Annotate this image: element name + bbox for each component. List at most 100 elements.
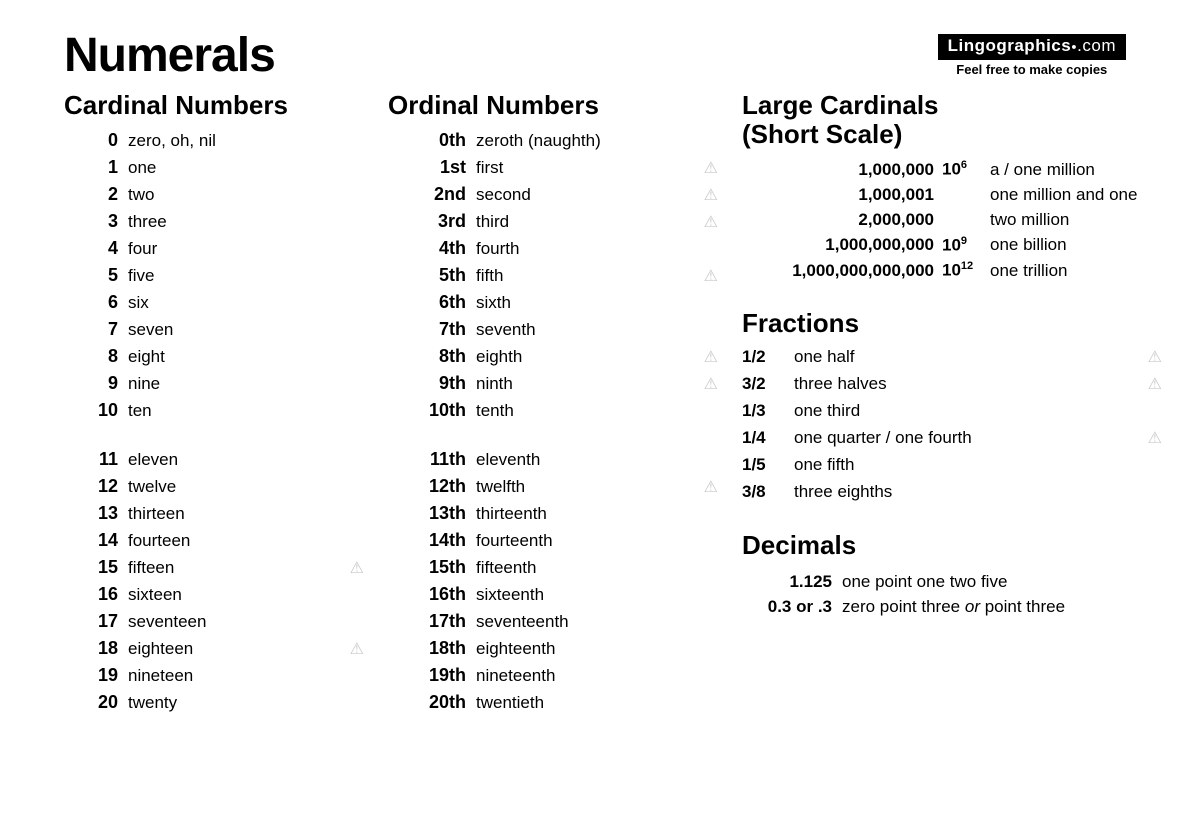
cardinal-row: 11eleven (64, 449, 364, 476)
cardinal-row: 16sixteen (64, 584, 364, 611)
cardinal-word: thirteen (128, 504, 364, 524)
warning-icon: ⚠ (698, 158, 718, 178)
cardinal-word: fifteen (128, 558, 344, 578)
ordinal-word: eighth (476, 347, 698, 367)
cardinal-word: nine (128, 374, 364, 394)
ordinal-number: 10th (388, 400, 476, 421)
cardinal-number: 11 (64, 449, 128, 470)
ordinal-word: fifth (476, 266, 698, 286)
cardinal-row: 2two (64, 184, 364, 211)
cardinal-number: 17 (64, 611, 128, 632)
cardinal-row: 20twenty (64, 692, 364, 719)
large-cardinal-number: 1,000,000,000 (742, 234, 942, 257)
page-title: Numerals (64, 28, 275, 83)
ordinal-word: fifteenth (476, 558, 718, 578)
warning-icon: ⚠ (698, 266, 718, 286)
cardinal-row: 17seventeen (64, 611, 364, 638)
large-cardinal-row: 1,000,001one million and one (742, 184, 1162, 207)
cardinal-word: twelve (128, 477, 364, 497)
large-cardinal-exponent: 1012 (942, 259, 990, 283)
cardinal-row: 4four (64, 238, 364, 265)
ordinal-word: twelfth (476, 477, 698, 497)
cardinal-word: eighteen (128, 639, 344, 659)
cardinal-word: sixteen (128, 585, 364, 605)
large-cardinal-row: 1,000,000,000109one billion (742, 234, 1162, 258)
large-cardinal-number: 1,000,000,000,000 (742, 260, 942, 283)
warning-icon: ⚠ (344, 558, 364, 578)
ordinal-word: sixteenth (476, 585, 718, 605)
ordinal-number: 0th (388, 130, 476, 151)
ordinal-number: 2nd (388, 184, 476, 205)
cardinal-row: 15fifteen⚠ (64, 557, 364, 584)
cardinal-number: 14 (64, 530, 128, 551)
ordinal-row: 9thninth⚠ (388, 373, 718, 400)
large-cardinal-row: 2,000,000two million (742, 209, 1162, 232)
large-cardinals-title: Large Cardinals (Short Scale) (742, 91, 1162, 148)
cardinal-word: four (128, 239, 364, 259)
ordinal-word: nineteenth (476, 666, 718, 686)
decimal-row: 1.125one point one two five (742, 570, 1162, 595)
ordinal-word: sixth (476, 293, 718, 313)
fraction-word: one third (794, 401, 1162, 421)
large-cardinal-word: two million (990, 209, 1162, 232)
cardinal-word: fourteen (128, 531, 364, 551)
brand-box: Lingographics●.com Feel free to make cop… (938, 34, 1126, 77)
large-cardinal-number: 1,000,000 (742, 159, 942, 182)
cardinal-number: 16 (64, 584, 128, 605)
cardinal-number: 5 (64, 265, 128, 286)
ordinal-row: 4thfourth (388, 238, 718, 265)
cardinal-list: 0zero, oh, nil1one2two3three4four5five6s… (64, 130, 364, 719)
cardinal-number: 6 (64, 292, 128, 313)
decimal-word: one point one two five (842, 570, 1162, 595)
cardinal-row: 13thirteen (64, 503, 364, 530)
cardinal-row: 10ten (64, 400, 364, 427)
large-cardinal-word: one million and one (990, 184, 1162, 207)
cardinal-row: 0zero, oh, nil (64, 130, 364, 157)
ordinal-row: 0thzeroth (naughth) (388, 130, 718, 157)
fraction-word: one quarter / one fourth (794, 428, 1142, 448)
ordinal-row: 17thseventeenth (388, 611, 718, 638)
warning-icon: ⚠ (1142, 374, 1162, 394)
warning-icon: ⚠ (698, 347, 718, 367)
cardinal-word: eleven (128, 450, 364, 470)
ordinal-row: 10thtenth (388, 400, 718, 427)
cardinal-number: 2 (64, 184, 128, 205)
cardinal-row: 5five (64, 265, 364, 292)
cardinal-row: 1one (64, 157, 364, 184)
cardinal-word: six (128, 293, 364, 313)
fraction-word: three halves (794, 374, 1142, 394)
ordinal-word: seventh (476, 320, 718, 340)
cardinal-number: 18 (64, 638, 128, 659)
cardinal-number: 19 (64, 665, 128, 686)
fraction-word: three eighths (794, 482, 1162, 502)
ordinal-row: 13ththirteenth (388, 503, 718, 530)
ordinal-word: third (476, 212, 698, 232)
ordinal-row: 8theighth⚠ (388, 346, 718, 373)
fraction-row: 1/4one quarter / one fourth⚠ (742, 428, 1162, 455)
large-cardinal-word: one billion (990, 234, 1162, 257)
ordinal-row: 7thseventh (388, 319, 718, 346)
warning-icon: ⚠ (1142, 428, 1162, 448)
cardinal-word: three (128, 212, 364, 232)
ordinal-word: eighteenth (476, 639, 718, 659)
large-cardinal-row: 1,000,000,000,0001012one trillion (742, 259, 1162, 283)
ordinal-row: 1stfirst⚠ (388, 157, 718, 184)
fraction-word: one fifth (794, 455, 1162, 475)
ordinal-number: 16th (388, 584, 476, 605)
cardinal-row: 14fourteen (64, 530, 364, 557)
cardinal-number: 4 (64, 238, 128, 259)
ordinal-number: 19th (388, 665, 476, 686)
cardinal-row: 18eighteen⚠ (64, 638, 364, 665)
cardinal-number: 0 (64, 130, 128, 151)
cardinal-number: 20 (64, 692, 128, 713)
cardinal-row: 9nine (64, 373, 364, 400)
ordinal-row: 19thnineteenth (388, 665, 718, 692)
cardinal-row: 3three (64, 211, 364, 238)
ordinal-number: 7th (388, 319, 476, 340)
fraction-row: 1/2one half⚠ (742, 347, 1162, 374)
ordinal-number: 4th (388, 238, 476, 259)
ordinal-number: 20th (388, 692, 476, 713)
cardinal-word: seventeen (128, 612, 364, 632)
ordinal-number: 11th (388, 449, 476, 470)
ordinal-number: 18th (388, 638, 476, 659)
